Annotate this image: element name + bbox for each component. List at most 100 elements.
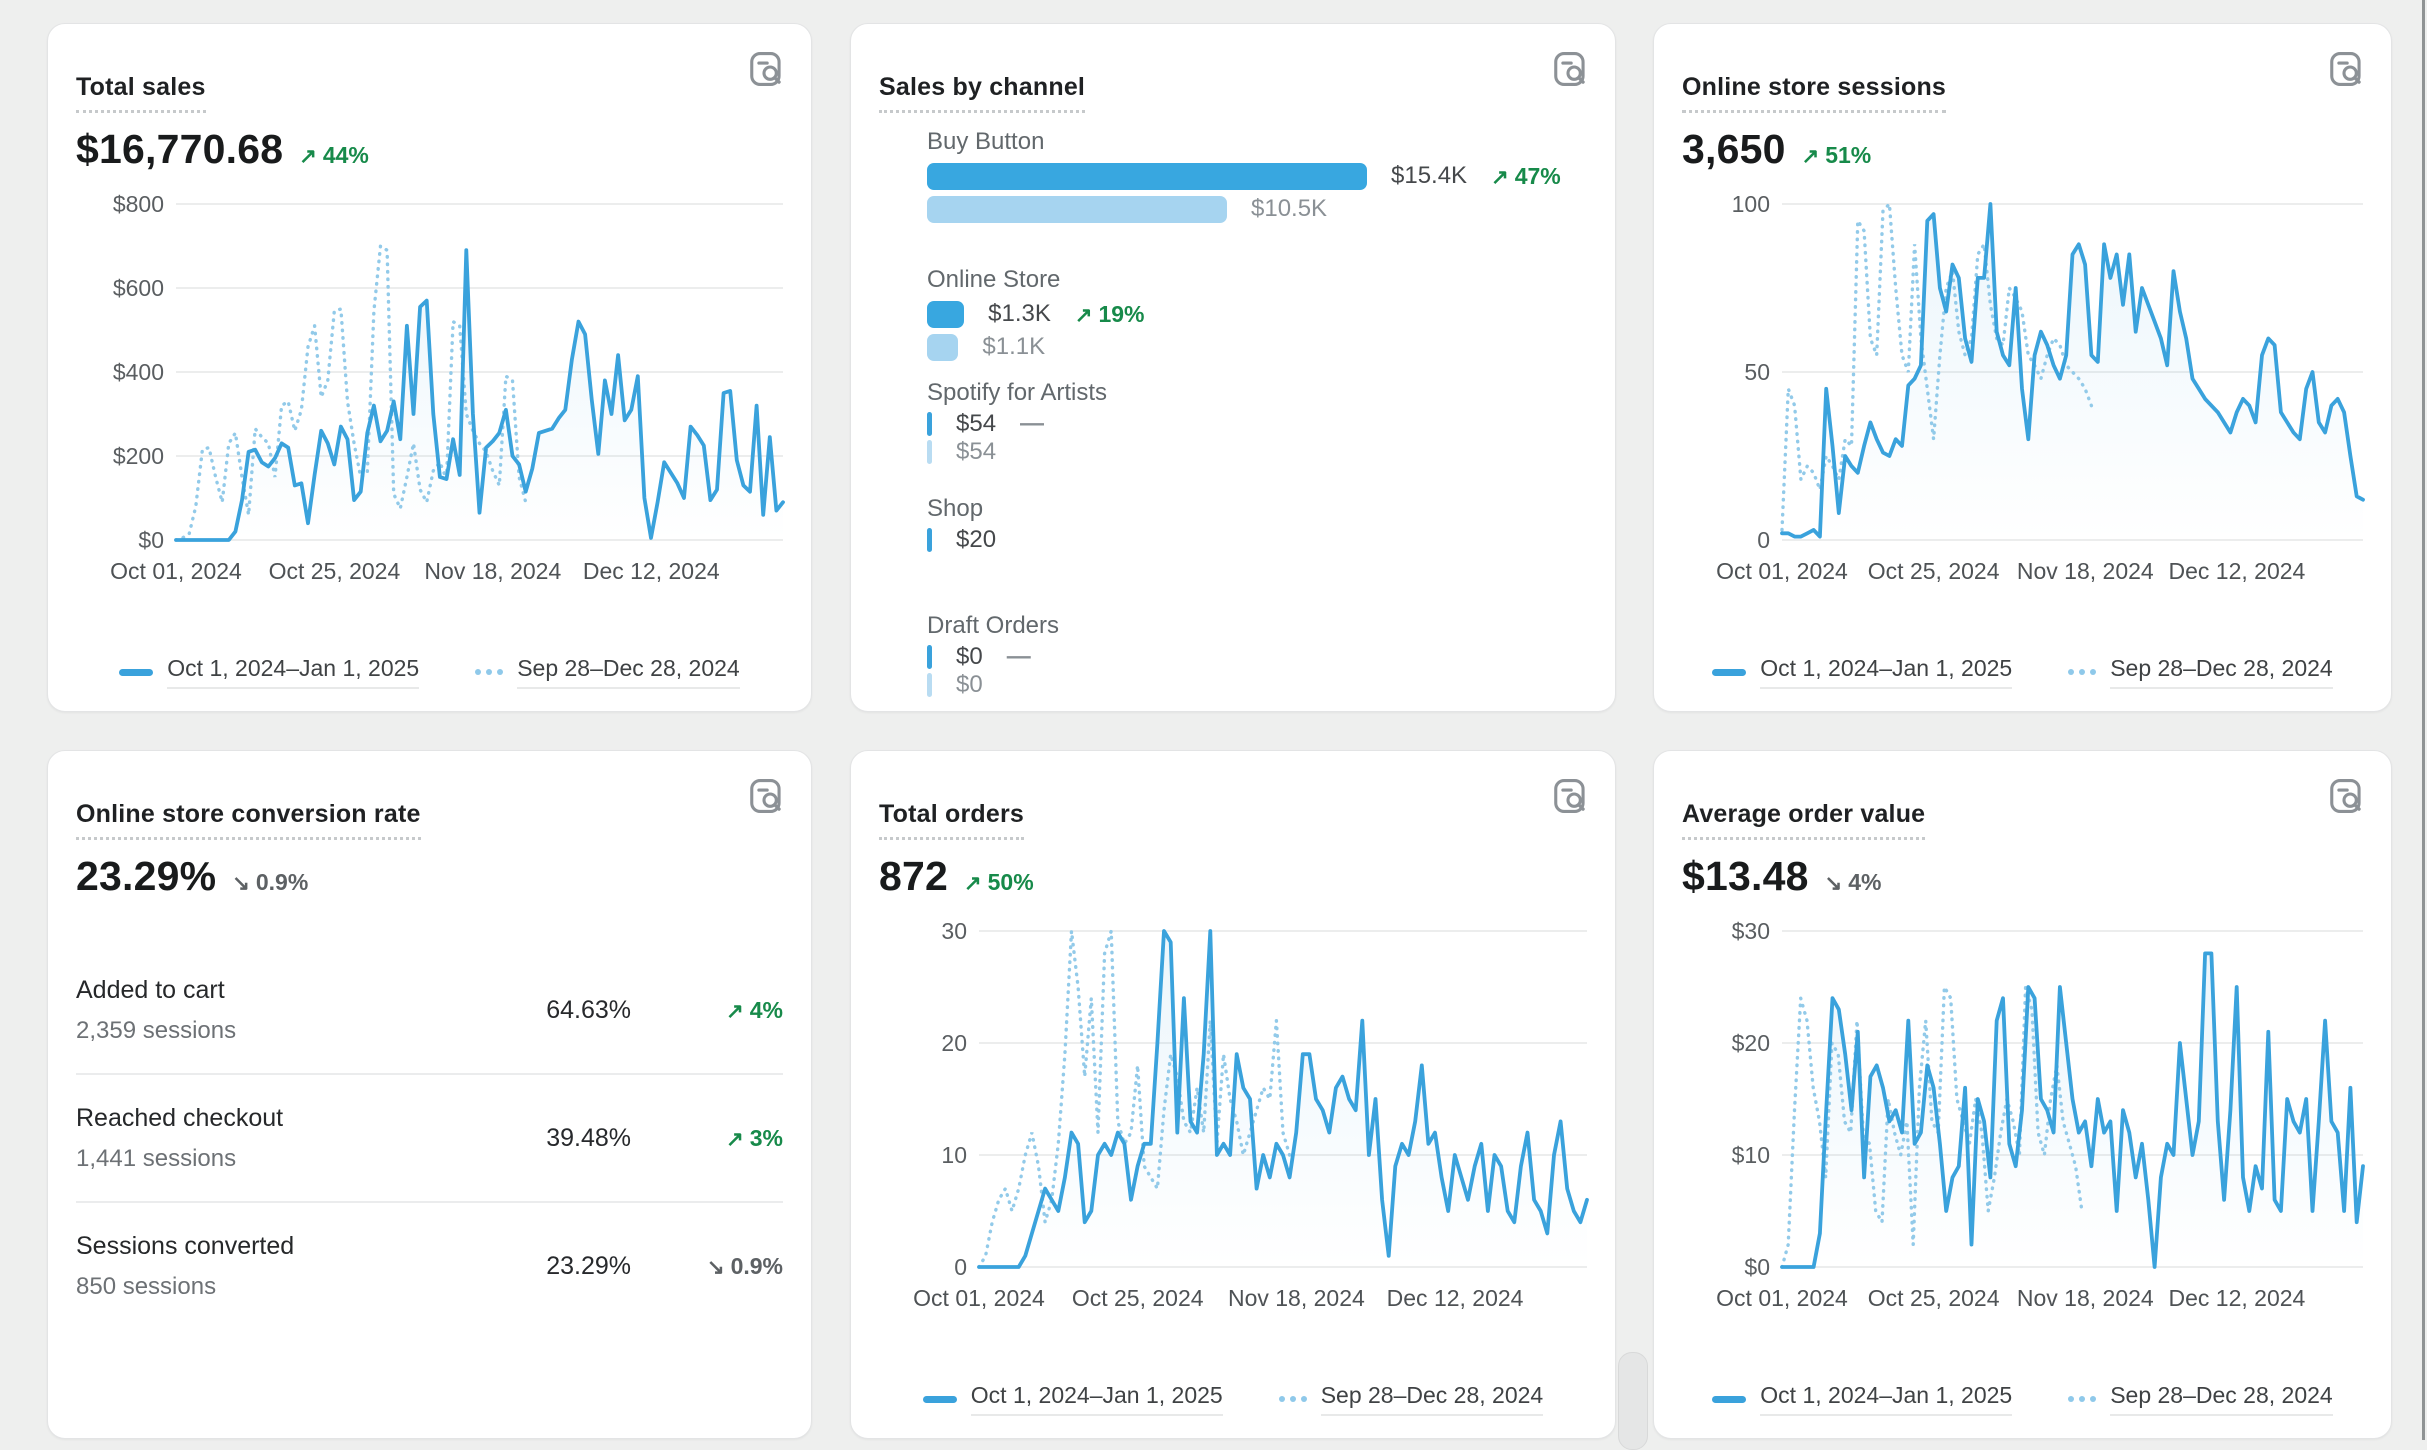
y-axis-tick-label: $10 [1731, 1142, 1770, 1168]
legend-previous-label: Sep 28–Dec 28, 2024 [1320, 1382, 1544, 1416]
solid-line-swatch-icon [1712, 1395, 1747, 1403]
legend-previous-label: Sep 28–Dec 28, 2024 [2110, 655, 2333, 689]
report-search-icon [1551, 50, 1589, 88]
metric-value-row: 872 ↗ 50% [879, 853, 1034, 900]
metric-delta-value: 44% [322, 142, 369, 168]
legend-current-period[interactable]: Oct 1, 2024–Jan 1, 2025 [119, 655, 420, 689]
metric-value-row: $13.48 ↘ 4% [1682, 853, 1881, 900]
x-axis-tick-label: Dec 12, 2024 [1386, 1285, 1524, 1311]
y-axis-labels: 30 20 10 0 [879, 918, 967, 1280]
x-axis-tick-label: Nov 18, 2024 [2016, 558, 2154, 584]
metric-value: 872 [879, 853, 949, 899]
channel-bar-row-previous: $10.5K [927, 195, 1587, 223]
card-online-store-sessions: Online store sessions 3,650 ↗ 51% 100 50 0… [1653, 23, 2392, 712]
explore-report-button[interactable] [2327, 777, 2365, 815]
x-axis-labels: Oct 01, 2024 Oct 25, 2024 Nov 18, 2024 Dec … [1716, 558, 2363, 588]
y-axis-tick-label: $30 [1731, 918, 1770, 944]
chart-legend: Oct 1, 2024–Jan 1, 2025 Sep 28–Dec 28, 2… [1654, 1382, 2391, 1416]
metric-delta-value: 4% [1848, 869, 1882, 895]
solid-line-swatch-icon [922, 1395, 957, 1403]
funnel-step-label: Added to cart [76, 975, 225, 1004]
card-title-sales-by-channel[interactable]: Sales by channel [879, 73, 1086, 113]
window-edge [2422, 0, 2425, 1440]
x-axis-tick-label: Oct 25, 2024 [1867, 558, 2000, 584]
card-title-label: Average order value [1682, 800, 1926, 840]
explore-report-button[interactable] [747, 777, 785, 815]
explore-report-button[interactable] [1551, 777, 1589, 815]
funnel-step-delta: ↗ 4% [726, 997, 783, 1024]
x-axis-labels: Oct 01, 2024 Oct 25, 2024 Nov 18, 2024 Dec … [1716, 1285, 2363, 1315]
channel-value-previous: $0 [956, 671, 983, 698]
channel-bar-current [927, 162, 1367, 190]
card-title-sessions[interactable]: Online store sessions [1682, 73, 1947, 113]
legend-previous-period[interactable]: Sep 28–Dec 28, 2024 [2068, 655, 2333, 689]
solid-line-swatch-icon [1712, 668, 1747, 676]
card-conversion-rate: Online store conversion rate 23.29% ↘ 0.… [47, 750, 812, 1439]
metric-value: $13.48 [1682, 853, 1809, 899]
card-total-sales: Total sales $16,770.68 ↗ 44% $800 $600 $40… [47, 23, 812, 712]
report-search-icon [2327, 50, 2365, 88]
report-search-icon [1551, 777, 1589, 815]
channel-delta: ↗ 47% [1491, 163, 1561, 190]
solid-line-swatch-icon [119, 668, 154, 676]
y-axis-labels: 100 50 0 [1682, 191, 1770, 553]
chart-legend: Oct 1, 2024–Jan 1, 2025 Sep 28–Dec 28, 2… [48, 655, 811, 689]
card-title-total-orders[interactable]: Total orders [879, 800, 1025, 840]
metric-value: 3,650 [1682, 126, 1786, 172]
channel-bar-row-current: $54 — [927, 410, 1587, 438]
channel-delta-value: 19% [1098, 300, 1145, 327]
funnel-step-sessions: 1,441 sessions [76, 1144, 237, 1172]
funnel-step-sessions: 850 sessions [76, 1272, 217, 1300]
dotted-line-swatch-icon [1278, 1396, 1307, 1402]
card-title-conversion[interactable]: Online store conversion rate [76, 800, 421, 840]
trend-down-icon: ↘ [706, 1255, 725, 1279]
sessions-chart: 100 50 0 [1682, 191, 2365, 553]
y-axis-tick-label: $200 [112, 443, 164, 469]
funnel-step-rate: 23.29% [546, 1251, 631, 1280]
no-change-dash: — [1020, 410, 1044, 437]
legend-previous-period[interactable]: Sep 28–Dec 28, 2024 [475, 655, 740, 689]
y-axis-tick-label: 30 [941, 918, 967, 944]
explore-report-button[interactable] [1551, 50, 1589, 88]
channel-name: Online Store [927, 266, 1061, 293]
dotted-line-swatch-icon [475, 669, 504, 675]
x-axis-tick-label: Nov 18, 2024 [424, 558, 562, 584]
chart-plot-area [1780, 200, 2365, 541]
chart-legend: Oct 1, 2024–Jan 1, 2025 Sep 28–Dec 28, 2… [1654, 655, 2391, 689]
card-title-total-sales[interactable]: Total sales [76, 73, 206, 113]
total-sales-chart: $800 $600 $400 $200 $0 [76, 191, 785, 553]
legend-previous-period[interactable]: Sep 28–Dec 28, 2024 [1278, 1382, 1544, 1416]
y-axis-tick-label: $800 [112, 191, 164, 217]
explore-report-button[interactable] [2327, 50, 2365, 88]
metric-delta: ↗ 44% [299, 142, 369, 169]
y-axis-tick-label: 50 [1744, 359, 1770, 385]
y-axis-tick-label: 10 [941, 1142, 967, 1168]
x-axis-labels: Oct 01, 2024 Oct 25, 2024 Nov 18, 2024 Dec … [913, 1285, 1587, 1315]
y-axis-tick-label: 20 [941, 1030, 967, 1056]
channel-value-current: $15.4K [1391, 162, 1468, 189]
card-title-aov[interactable]: Average order value [1682, 800, 1926, 840]
legend-current-period[interactable]: Oct 1, 2024–Jan 1, 2025 [1712, 655, 2013, 689]
legend-current-period[interactable]: Oct 1, 2024–Jan 1, 2025 [922, 1382, 1223, 1416]
funnel-delta-value: 0.9% [730, 1252, 783, 1279]
scroll-thumb[interactable] [1618, 1352, 1648, 1450]
channel-value-current: $54 [956, 410, 997, 437]
funnel-step-rate: 64.63% [546, 995, 631, 1024]
trend-up-icon: ↗ [1491, 165, 1509, 189]
trend-up-icon: ↗ [726, 1127, 744, 1151]
legend-current-period[interactable]: Oct 1, 2024–Jan 1, 2025 [1712, 1382, 2013, 1416]
channel-name: Draft Orders [927, 612, 1060, 639]
legend-previous-period[interactable]: Sep 28–Dec 28, 2024 [2068, 1382, 2333, 1416]
metric-value: 23.29% [76, 853, 217, 899]
funnel-row-added-to-cart[interactable]: Added to cart 2,359 sessions 64.63% ↗ 4% [76, 947, 783, 1073]
funnel-row-sessions-converted[interactable]: Sessions converted 850 sessions 23.29% ↘… [76, 1201, 783, 1329]
chart-plot-area [977, 929, 1589, 1269]
y-axis-tick-label: 0 [1757, 527, 1770, 553]
x-axis-tick-label: Nov 18, 2024 [2016, 1285, 2154, 1311]
funnel-step-delta: ↘ 0.9% [707, 1253, 783, 1280]
explore-report-button[interactable] [747, 50, 785, 88]
funnel-step-delta: ↗ 3% [726, 1125, 783, 1152]
metric-delta: ↘ 0.9% [232, 869, 308, 896]
channel-value-current: $0 [956, 643, 983, 670]
funnel-row-reached-checkout[interactable]: Reached checkout 1,441 sessions 39.48% ↗… [76, 1073, 783, 1201]
